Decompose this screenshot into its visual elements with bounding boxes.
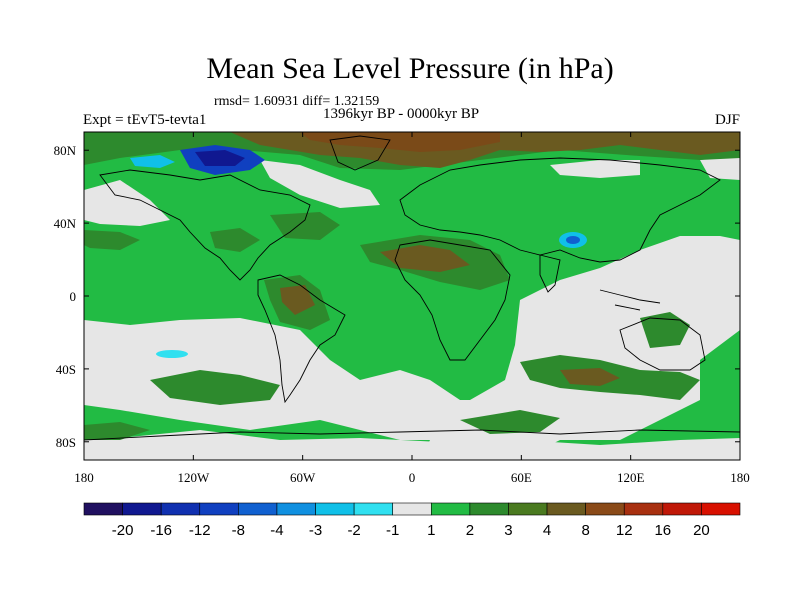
coastlines — [84, 135, 740, 441]
colorbar-label: -8 — [232, 522, 245, 539]
colorbar-swatch — [238, 502, 278, 516]
colorbar-label: 16 — [654, 522, 671, 539]
colorbar-swatch — [276, 502, 316, 516]
colorbar-swatch — [508, 502, 548, 516]
field-layer — [84, 132, 740, 460]
colorbar-swatch — [469, 502, 509, 516]
y-tick-label: 80S — [56, 435, 76, 450]
colorbar-swatch — [585, 502, 625, 516]
field-negative — [130, 145, 587, 358]
x-tick-label: 180 — [730, 470, 750, 485]
x-tick-label: 60E — [511, 470, 532, 485]
colorbar-label: -4 — [270, 522, 283, 539]
experiment-label: Expt = tEvT5-tevta1 — [83, 112, 207, 128]
colorbar-label: -3 — [309, 522, 322, 539]
colorbar-label: 20 — [693, 522, 710, 539]
colorbar-label: 4 — [543, 522, 551, 539]
stats-label: rmsd= 1.60931 diff= 1.32159 — [214, 94, 380, 109]
colorbar-swatch — [430, 502, 471, 516]
y-tick-label: 40N — [54, 216, 77, 231]
colorbar-label: 1 — [427, 522, 435, 539]
colorbar-swatch — [701, 502, 741, 516]
colorbar-swatch — [122, 502, 162, 516]
colorbar-label: -2 — [347, 522, 360, 539]
y-axis: 80N 40N 0 40S 80S — [54, 143, 740, 450]
colorbar-swatch — [546, 502, 586, 516]
colorbar-swatch — [353, 502, 394, 516]
y-tick-label: 80N — [54, 143, 77, 158]
y-tick-label: 40S — [56, 362, 76, 377]
x-tick-label: 60W — [290, 470, 316, 485]
x-tick-label: 120W — [177, 470, 210, 485]
map-title: Mean Sea Level Pressure (in hPa) — [206, 52, 614, 85]
colorbar-label: -1 — [386, 522, 399, 539]
colorbar-label: 12 — [616, 522, 633, 539]
colorbar-swatch — [160, 502, 201, 516]
period-label: 1396kyr BP - 0000kyr BP — [323, 106, 480, 122]
colorbar-label: -20 — [112, 522, 134, 539]
colorbar: -20 -16 -12 -8 -4 -3 -2 -1 1 2 3 4 8 12 16 20 — [83, 502, 741, 539]
season-label: DJF — [714, 112, 740, 128]
colorbar-swatch — [83, 502, 123, 516]
colorbar-label: 8 — [581, 522, 589, 539]
y-tick-label: 0 — [70, 289, 77, 304]
colorbar-label: 3 — [504, 522, 512, 539]
colorbar-swatch — [392, 502, 432, 516]
field-neutral — [84, 155, 740, 460]
colorbar-label: -16 — [150, 522, 172, 539]
x-tick-label: 180 — [74, 470, 94, 485]
colorbar-swatch — [662, 502, 702, 516]
colorbar-label: -12 — [189, 522, 211, 539]
colorbar-swatch — [623, 502, 664, 516]
colorbar-label: 2 — [466, 522, 474, 539]
colorbar-swatch — [315, 502, 355, 516]
colorbar-swatch — [199, 502, 239, 516]
x-axis: 180 120W 60W 0 60E 120E 180 — [74, 132, 750, 485]
x-tick-label: 0 — [409, 470, 416, 485]
x-tick-label: 120E — [617, 470, 645, 485]
